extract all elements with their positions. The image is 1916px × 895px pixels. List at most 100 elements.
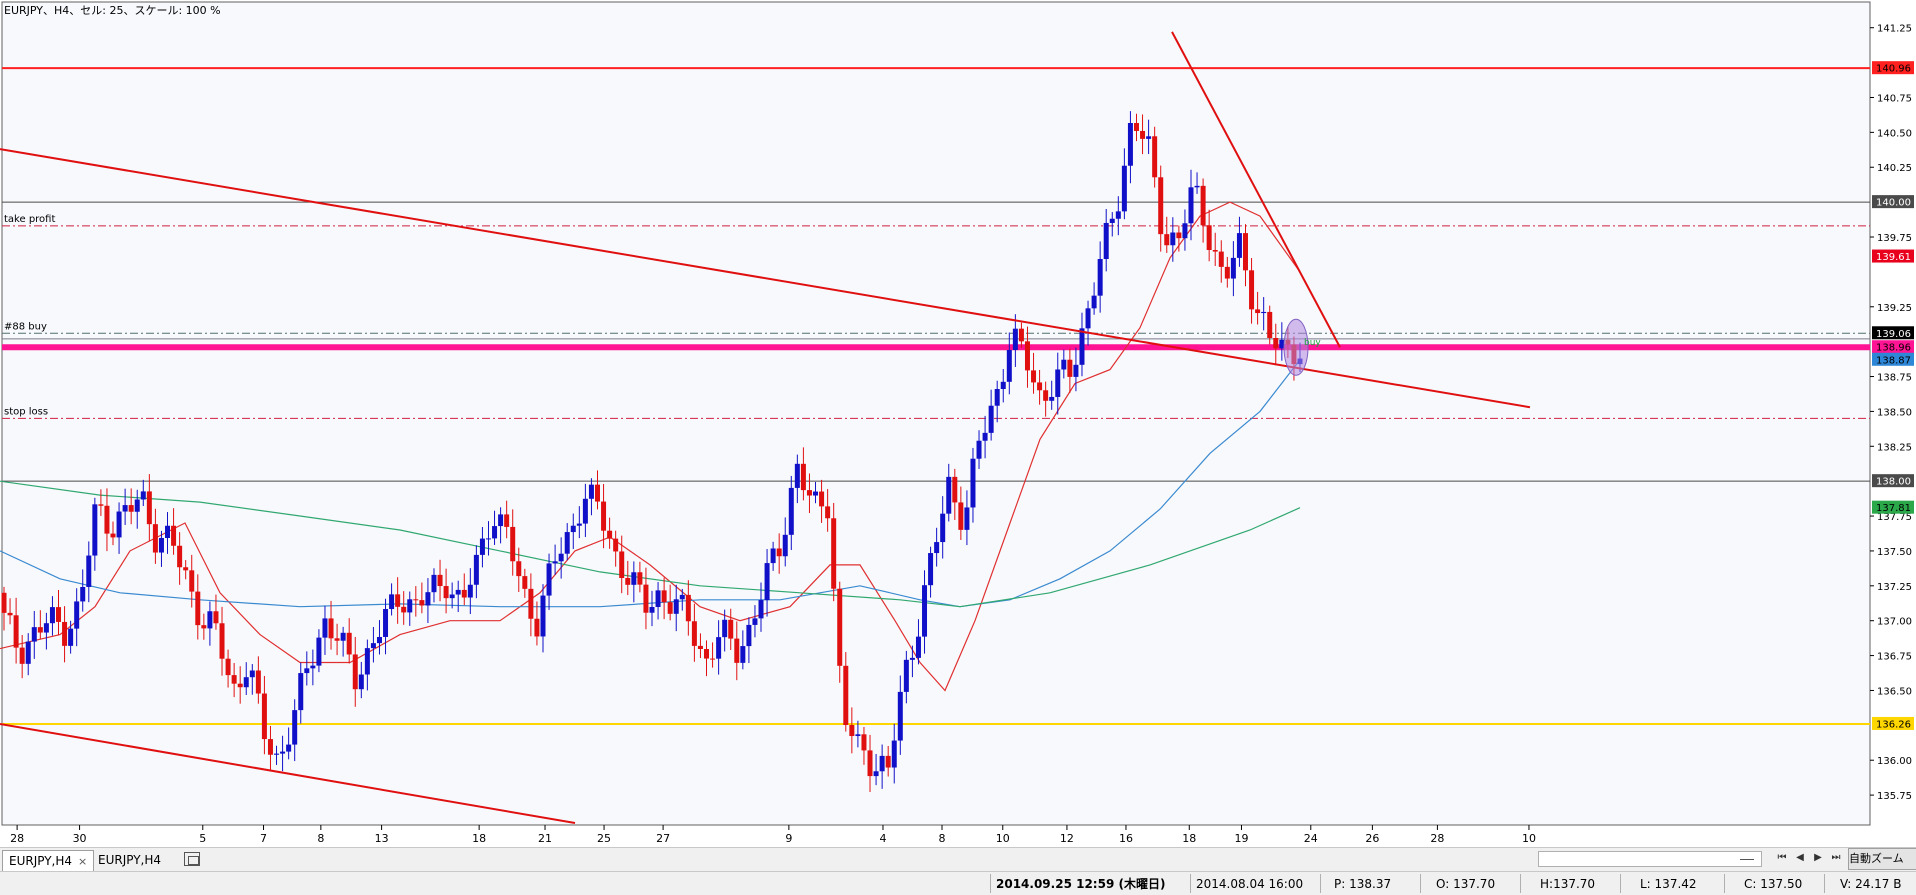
tab-label: EURJPY,H4 bbox=[9, 854, 73, 868]
candle-body bbox=[219, 623, 225, 659]
candle-body bbox=[1127, 123, 1133, 166]
candle-body bbox=[86, 555, 92, 587]
candle-body bbox=[601, 501, 607, 531]
candle-body bbox=[625, 578, 631, 585]
candle-body bbox=[328, 618, 334, 639]
candle-body bbox=[831, 518, 837, 589]
candle-body bbox=[104, 505, 110, 534]
candle-body bbox=[819, 491, 825, 507]
candle-body bbox=[540, 595, 546, 637]
candle-body bbox=[637, 572, 643, 585]
candle-body bbox=[1267, 311, 1273, 338]
candle-body bbox=[1121, 165, 1127, 212]
candle-body bbox=[691, 621, 697, 646]
auto-scroll-label: 自動ズーム bbox=[1849, 852, 1904, 865]
status-separator bbox=[1620, 874, 1621, 893]
horizontal-lines bbox=[2, 67, 1870, 725]
candle-body bbox=[25, 641, 31, 664]
status-separator bbox=[990, 874, 991, 893]
candle-body bbox=[1242, 233, 1248, 271]
y-tick-label: 141.25 bbox=[1877, 24, 1912, 35]
tile-windows-icon[interactable] bbox=[184, 852, 200, 866]
candle-body bbox=[728, 619, 734, 639]
y-axis: 141.25 140.75 140.50 140.25 139.75 139.25 138.… bbox=[1870, 24, 1912, 802]
candle-body bbox=[697, 645, 703, 650]
candle-body bbox=[534, 618, 540, 637]
tab-eurjpy-h4-active[interactable]: EURJPY,H4 × bbox=[2, 850, 95, 871]
candle-body bbox=[558, 553, 564, 562]
candle-body bbox=[940, 513, 946, 543]
y-tick-label: 140.75 bbox=[1877, 93, 1912, 104]
scroll-right-icon[interactable]: ▶ bbox=[1814, 852, 1822, 863]
candle-body bbox=[389, 594, 395, 610]
scroll-left-icon[interactable]: ◀ bbox=[1796, 852, 1804, 863]
y-tick-label: 135.75 bbox=[1877, 791, 1912, 802]
close-icon[interactable]: × bbox=[78, 855, 88, 868]
candle-body bbox=[49, 607, 55, 624]
candle-body bbox=[1212, 249, 1218, 252]
scrollbar-thumb-icon[interactable] bbox=[1740, 859, 1754, 860]
candle-body bbox=[1037, 382, 1043, 391]
status-separator bbox=[1320, 874, 1321, 893]
candle-body bbox=[1103, 222, 1109, 259]
candle-body bbox=[383, 609, 389, 637]
price-tag bbox=[1872, 249, 1914, 263]
chart-scrollbar[interactable] bbox=[1538, 851, 1762, 867]
candle-body bbox=[479, 538, 485, 555]
scroll-end-icon[interactable]: ⏭ bbox=[1831, 852, 1841, 863]
y-tick-label: 136.50 bbox=[1877, 686, 1912, 697]
auto-scroll-button[interactable]: 自動ズーム bbox=[1848, 848, 1916, 870]
candle-body bbox=[340, 632, 346, 641]
scroll-start-icon[interactable]: ⏮ bbox=[1777, 852, 1787, 863]
candle-body bbox=[183, 567, 189, 571]
price-tag bbox=[1872, 326, 1914, 340]
moving-averages bbox=[0, 201, 1301, 692]
candle-body bbox=[92, 504, 98, 556]
candle-body bbox=[322, 618, 328, 638]
candle-body bbox=[1230, 257, 1236, 279]
y-tick-label: 138.75 bbox=[1877, 373, 1912, 384]
candle-body bbox=[710, 658, 716, 660]
price-tag-label: 138.00 bbox=[1876, 477, 1911, 488]
candle-body bbox=[1133, 123, 1139, 131]
candle-body bbox=[1206, 225, 1212, 250]
candle-body bbox=[952, 476, 958, 503]
y-tick-label: 136.75 bbox=[1877, 652, 1912, 663]
y-tick-label: 138.50 bbox=[1877, 407, 1912, 418]
candle-body bbox=[1146, 136, 1152, 139]
candle-body bbox=[806, 490, 812, 496]
candle-body bbox=[1073, 364, 1079, 377]
candle-body bbox=[510, 526, 516, 562]
status-bar: 2014.09.25 12:59 (木曜日) 2014.08.04 16:00 … bbox=[0, 871, 1916, 895]
candle-body bbox=[1018, 328, 1024, 342]
candle-body bbox=[122, 505, 128, 512]
candle-body bbox=[431, 574, 437, 593]
candle-body bbox=[1224, 266, 1230, 279]
candle-body bbox=[897, 691, 903, 741]
status-separator bbox=[1824, 874, 1825, 893]
x-tick-label: 18 bbox=[1182, 832, 1196, 845]
candle-body bbox=[522, 576, 528, 589]
candle-body bbox=[473, 554, 479, 585]
candle-body bbox=[837, 588, 843, 666]
candle-body bbox=[934, 542, 940, 554]
y-tick-label: 139.75 bbox=[1877, 233, 1912, 244]
candle-body bbox=[201, 625, 207, 629]
candle-body bbox=[110, 533, 116, 538]
candle-body bbox=[455, 589, 461, 595]
candle-body bbox=[873, 771, 879, 777]
candle-body bbox=[346, 632, 352, 655]
candle-body bbox=[116, 511, 122, 538]
moving-average-line bbox=[0, 201, 1301, 692]
tab-eurjpy-h4[interactable]: EURJPY,H4 bbox=[92, 850, 167, 870]
candle-body bbox=[43, 623, 49, 633]
candle-body bbox=[976, 440, 982, 459]
price-tag bbox=[1872, 352, 1914, 366]
x-tick-label: 28 bbox=[1430, 832, 1444, 845]
candle-body bbox=[855, 734, 861, 737]
candle-body bbox=[1061, 359, 1067, 370]
candle-body bbox=[1031, 370, 1037, 383]
